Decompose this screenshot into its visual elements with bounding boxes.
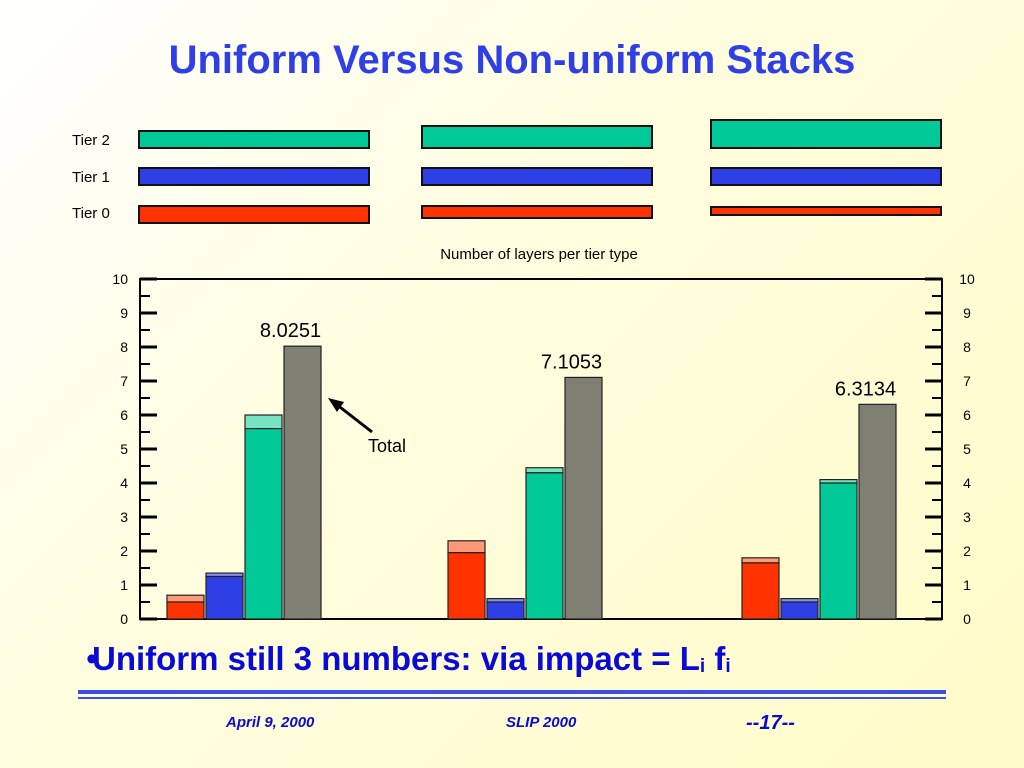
annotation-arrow-head — [328, 398, 344, 412]
bar-total — [283, 345, 322, 620]
bullet-text: Uniform still 3 numbers: via impact = Li… — [92, 640, 731, 678]
y-tick-label-left: 6 — [120, 407, 128, 423]
y-tick-label-left: 2 — [120, 543, 128, 559]
bar-tier2 — [525, 472, 564, 620]
y-tick-label-left: 3 — [120, 509, 128, 525]
stack1-tier1-bar — [138, 167, 370, 186]
bar-tier0 — [447, 552, 486, 620]
y-tick-label-right: 10 — [959, 271, 975, 287]
bullet-marker: • — [86, 640, 98, 677]
footer-rule-thick — [78, 690, 946, 694]
stack2-tier1-bar — [421, 167, 653, 186]
footer-rule-thin — [78, 697, 946, 699]
bar-tier0-range — [741, 557, 780, 564]
bar-tier1 — [780, 601, 819, 620]
y-tick-label-right: 4 — [963, 475, 971, 491]
y-tick-label-right: 9 — [963, 305, 971, 321]
bar-tier2 — [819, 482, 858, 620]
annotation-total-label: Total — [368, 436, 406, 456]
y-tick-label-right: 5 — [963, 441, 971, 457]
y-tick-label-left: 4 — [120, 475, 128, 491]
stack2-tier2-bar — [421, 125, 653, 149]
y-tick-label-right: 3 — [963, 509, 971, 525]
chart-title: Number of layers per tier type — [440, 246, 638, 263]
y-tick-label-left: 8 — [120, 339, 128, 355]
stack2-tier0-bar — [421, 205, 653, 219]
total-data-label: 6.3134 — [835, 378, 896, 400]
footer-page-number: --17-- — [746, 712, 795, 734]
slide-title: Uniform Versus Non-uniform Stacks — [168, 38, 856, 82]
tier-1-label: Tier 1 — [72, 169, 110, 186]
bullet-main: Uniform still 3 numbers: via impact = L — [92, 640, 700, 677]
bar-tier2-range — [525, 467, 564, 474]
footer-conference: SLIP 2000 — [506, 714, 577, 731]
bar-tier1 — [205, 575, 244, 620]
y-tick-label-right: 8 — [963, 339, 971, 355]
annotation-arrow-shaft — [335, 402, 373, 434]
bar-total — [858, 403, 897, 620]
y-tick-label-left: 1 — [120, 577, 128, 593]
y-tick-label-right: 2 — [963, 543, 971, 559]
bullet-f: f — [705, 640, 726, 677]
bar-tier1 — [486, 601, 525, 620]
y-tick-label-left: 10 — [112, 271, 128, 287]
stack3-tier2-bar — [710, 119, 942, 149]
y-tick-label-left: 5 — [120, 441, 128, 457]
tier-0-label: Tier 0 — [72, 205, 110, 222]
y-tick-label-right: 7 — [963, 373, 971, 389]
stack3-tier1-bar — [710, 167, 942, 186]
bar-tier0-range — [447, 540, 486, 554]
tier-2-label: Tier 2 — [72, 132, 110, 149]
y-tick-label-right: 1 — [963, 577, 971, 593]
bar-tier0 — [166, 601, 205, 620]
stack1-tier2-bar — [138, 130, 370, 149]
bar-tier2 — [244, 428, 283, 620]
bar-tier0-range — [166, 594, 205, 603]
bar-tier2-range — [244, 414, 283, 430]
y-tick-label-right: 0 — [963, 611, 971, 627]
y-tick-label-right: 6 — [963, 407, 971, 423]
total-data-label: 8.0251 — [260, 320, 321, 342]
total-data-label: 7.1053 — [541, 351, 602, 373]
y-tick-label-left: 0 — [120, 611, 128, 627]
stack1-tier0-bar — [138, 205, 370, 224]
bullet-sub-i: i — [699, 656, 706, 677]
y-tick-label-left: 9 — [120, 305, 128, 321]
y-tick-label-left: 7 — [120, 373, 128, 389]
bullet-sub-i2: i — [725, 656, 731, 677]
footer-date: April 9, 2000 — [226, 714, 315, 731]
stack3-tier0-bar — [710, 206, 942, 216]
bar-tier0 — [741, 562, 780, 620]
bar-total — [564, 376, 603, 620]
